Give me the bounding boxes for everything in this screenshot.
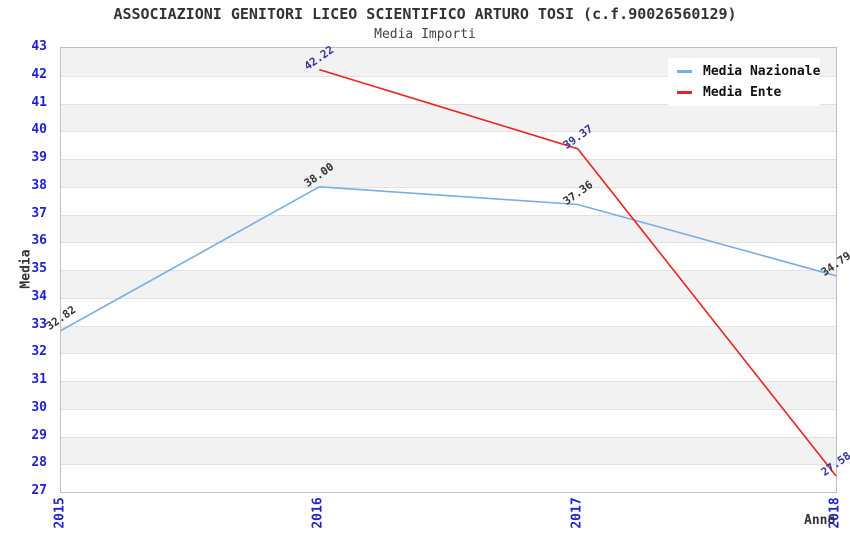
y-tick-label: 40 bbox=[31, 122, 47, 138]
y-tick-label: 27 bbox=[31, 483, 47, 498]
series-line-media-ente bbox=[319, 68, 837, 477]
y-tick-label: 35 bbox=[31, 261, 47, 276]
y-tick-label: 34 bbox=[31, 288, 47, 304]
y-tick-label: 29 bbox=[31, 427, 47, 443]
gridline bbox=[61, 409, 836, 410]
y-tick-label: 37 bbox=[31, 205, 47, 221]
series-line-media-nazionale bbox=[60, 185, 837, 332]
plot-band bbox=[61, 464, 836, 492]
plot-band bbox=[61, 214, 836, 243]
plot-band bbox=[61, 131, 836, 159]
y-tick-label: 31 bbox=[31, 372, 47, 387]
y-tick-label: 36 bbox=[31, 233, 47, 249]
legend: Media Nazionale Media Ente bbox=[668, 58, 820, 106]
y-tick-label: 41 bbox=[31, 94, 47, 110]
gridline bbox=[61, 298, 836, 299]
gridline bbox=[61, 437, 836, 438]
gridline bbox=[61, 381, 836, 382]
gridline bbox=[61, 326, 836, 327]
gridline bbox=[61, 242, 836, 243]
x-axis-title: Anno bbox=[804, 513, 836, 528]
plot-band bbox=[61, 353, 836, 381]
plot-band bbox=[61, 103, 836, 132]
gridline bbox=[61, 270, 836, 271]
plot-band bbox=[61, 436, 836, 465]
x-tick-label: 2017 bbox=[569, 497, 585, 529]
gridline bbox=[61, 464, 836, 465]
gridline bbox=[61, 104, 836, 105]
legend-entry: Media Nazionale bbox=[668, 61, 820, 82]
gridline bbox=[61, 187, 836, 188]
y-tick-label: 43 bbox=[31, 39, 47, 54]
plot-band bbox=[61, 381, 836, 409]
legend-swatch-icon bbox=[677, 70, 692, 73]
y-tick-label: 32 bbox=[31, 344, 47, 360]
plot-band bbox=[61, 325, 836, 354]
gridline bbox=[61, 76, 836, 77]
gridline bbox=[61, 215, 836, 216]
gridline bbox=[61, 159, 836, 160]
y-tick-label: 42 bbox=[31, 66, 47, 82]
x-tick-label: 2015 bbox=[52, 497, 68, 529]
y-tick-label: 38 bbox=[31, 177, 47, 193]
plot-band bbox=[61, 270, 836, 298]
series-lines bbox=[60, 68, 837, 477]
gridline bbox=[61, 131, 836, 132]
y-tick-label: 28 bbox=[31, 455, 47, 471]
legend-swatch-icon bbox=[677, 91, 692, 94]
gridline bbox=[61, 353, 836, 354]
plot-band bbox=[61, 408, 836, 437]
x-tick-label: 2016 bbox=[310, 497, 326, 529]
legend-entry: Media Ente bbox=[668, 82, 820, 103]
y-tick-label: 33 bbox=[31, 316, 47, 332]
legend-label: Media Ente bbox=[703, 85, 782, 100]
chart-subtitle: Media Importi bbox=[374, 27, 476, 42]
plot-area: 32.82 38.00 37.36 34.79 42.22 39.37 27.58 bbox=[44, 43, 850, 493]
y-tick-label: 39 bbox=[31, 150, 47, 165]
legend-label: Media Nazionale bbox=[703, 64, 821, 79]
chart-title: ASSOCIAZIONI GENITORI LICEO SCIENTIFICO … bbox=[113, 5, 737, 23]
plot-band bbox=[61, 186, 836, 215]
y-tick-label: 30 bbox=[31, 399, 47, 415]
plot-band bbox=[61, 242, 836, 270]
plot-band bbox=[61, 159, 836, 187]
